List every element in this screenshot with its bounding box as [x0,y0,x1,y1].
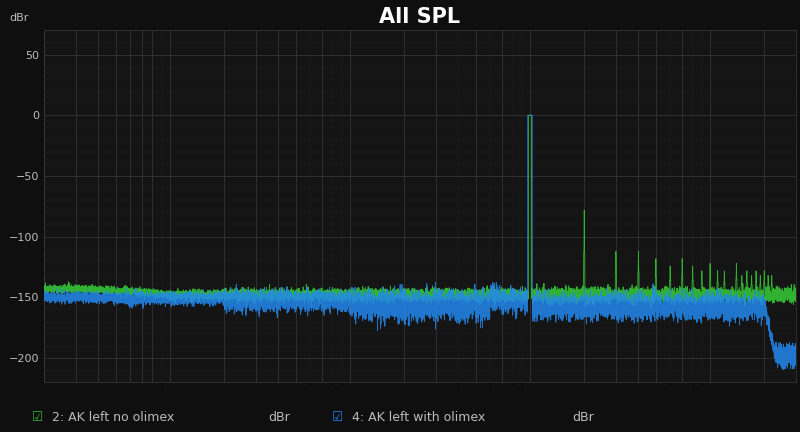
Text: dBr: dBr [572,411,594,424]
Title: All SPL: All SPL [379,7,461,27]
Text: dBr: dBr [10,13,29,23]
Text: ☑: ☑ [32,411,43,424]
Text: 4: AK left with olimex: 4: AK left with olimex [352,411,486,424]
Text: 2: AK left no olimex: 2: AK left no olimex [52,411,174,424]
Text: ☑: ☑ [332,411,343,424]
Text: dBr: dBr [268,411,290,424]
